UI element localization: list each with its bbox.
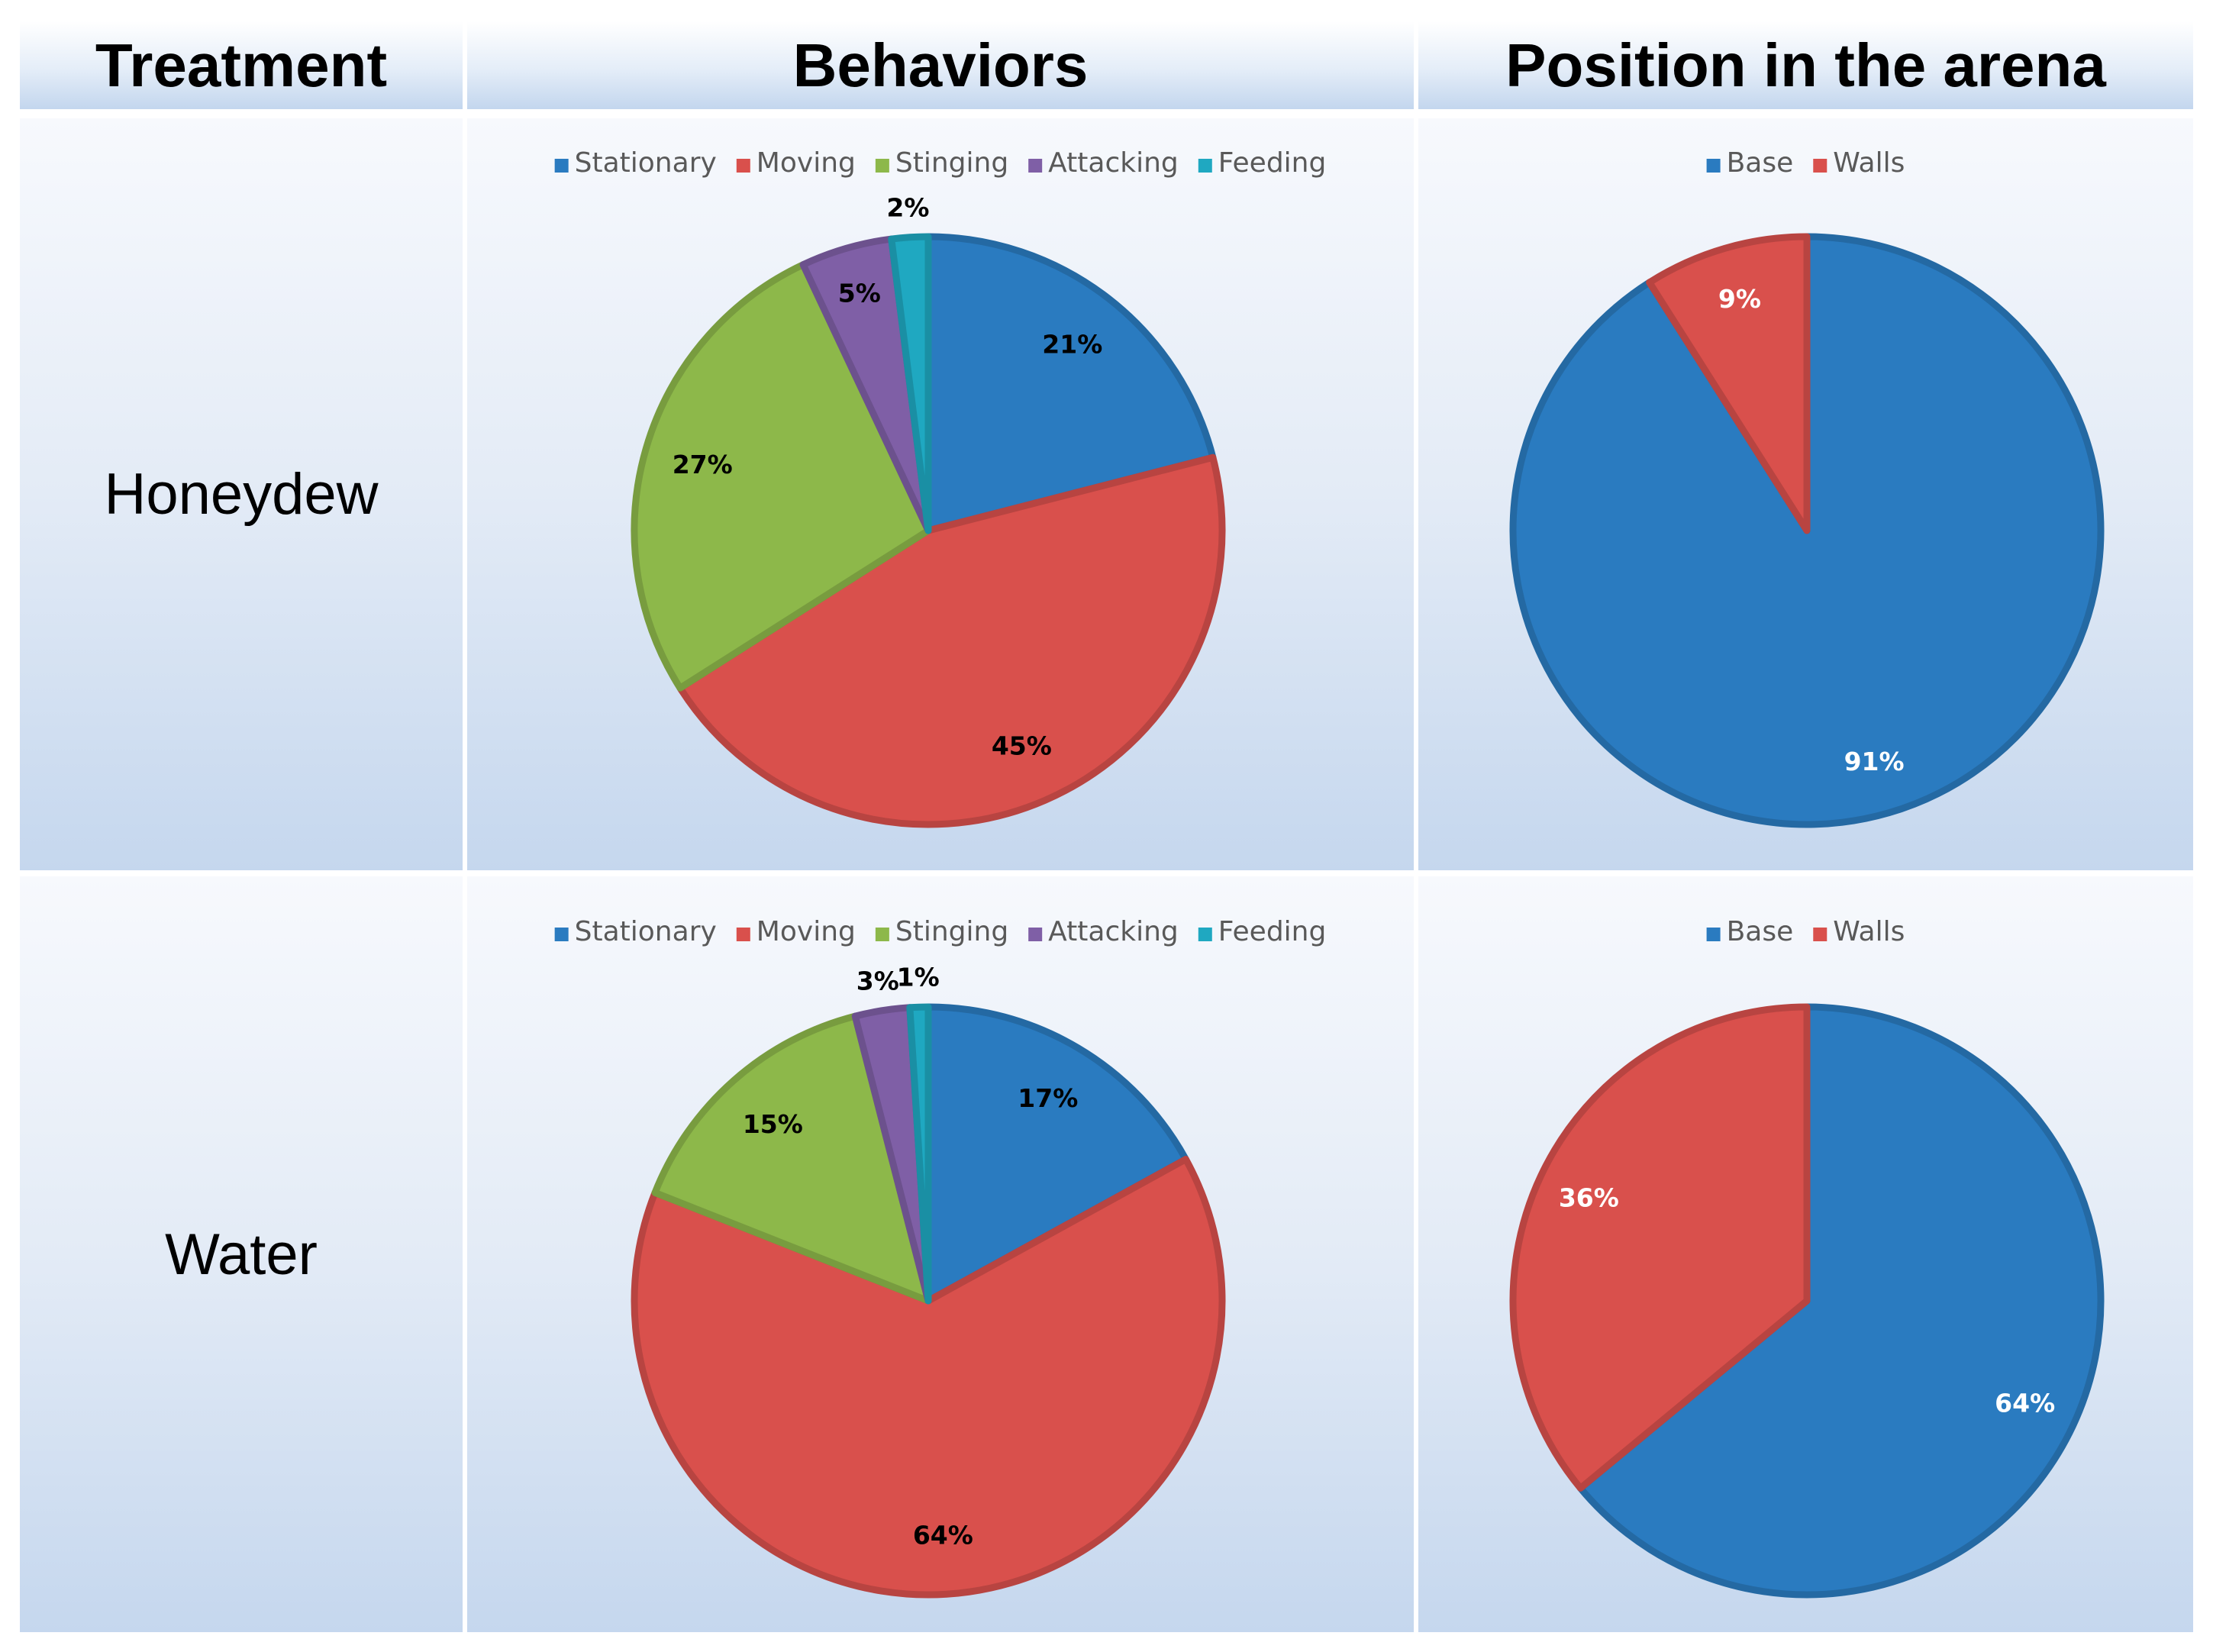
legend-item-base: Base: [1706, 147, 1794, 179]
data-label-stationary: 21%: [1042, 330, 1102, 360]
legend-item-moving: Moving: [736, 147, 856, 179]
legend-item-stationary: Stationary: [554, 147, 717, 179]
position-chart-honeydew: Base Walls 91% 9%: [1509, 147, 2105, 828]
legend-swatch: [1706, 928, 1721, 941]
legend-swatch: [1028, 928, 1043, 941]
legend-label: Feeding: [1218, 147, 1327, 179]
legend-item-walls: Walls: [1813, 916, 1905, 947]
legend-swatch: [1198, 928, 1212, 941]
header-behaviors: Behaviors: [467, 21, 1414, 109]
position-cell-honeydew: Base Walls 91% 9%: [1418, 118, 2193, 870]
legend-label: Walls: [1833, 147, 1905, 179]
legend-label: Attacking: [1048, 916, 1179, 947]
legend-swatch: [875, 928, 889, 941]
legend: Stationary Moving Stinging Attacking Feeding: [554, 147, 1327, 179]
legend-label: Attacking: [1048, 147, 1179, 179]
treatment-label-honeydew: Honeydew: [20, 118, 463, 870]
data-label-feeding: 2%: [886, 192, 929, 222]
treatment-label-water: Water: [20, 876, 463, 1632]
legend-item-stinging: Stinging: [875, 916, 1008, 947]
legend-item-attacking: Attacking: [1028, 916, 1179, 947]
pie-labels: 64% 36%: [1559, 1183, 2055, 1418]
legend-swatch: [1198, 159, 1212, 173]
position-chart-water: Base Walls 64% 36%: [1509, 916, 2105, 1599]
slice-stinging: [651, 1012, 932, 1305]
legend-swatch: [875, 159, 889, 173]
legend-item-stinging: Stinging: [875, 147, 1008, 179]
legend-swatch: [736, 159, 750, 173]
legend-item-moving: Moving: [736, 916, 856, 947]
legend-swatch: [1028, 159, 1043, 173]
slice-moving: [631, 1156, 1226, 1599]
slice-feeding: [906, 1003, 932, 1305]
data-label-walls: 9%: [1718, 284, 1761, 314]
data-label-attacking: 5%: [838, 278, 881, 308]
legend-label: Stationary: [575, 147, 717, 179]
legend: Stationary Moving Stinging Attacking Feeding: [554, 916, 1327, 947]
slice-stationary: [924, 1003, 1189, 1305]
legend-label: Stationary: [575, 916, 717, 947]
data-label-attacking: 3%: [856, 966, 899, 996]
legend-label: Stinging: [895, 147, 1008, 179]
slice-base: [1576, 1003, 2105, 1599]
data-label-moving: 45%: [992, 731, 1052, 761]
position-cell-water: Base Walls 64% 36%: [1418, 876, 2193, 1632]
data-label-base: 91%: [1844, 747, 1905, 776]
slice-stationary: [924, 233, 1217, 534]
legend-swatch: [1813, 159, 1827, 173]
pie-labels: 91% 9%: [1718, 284, 1905, 776]
behaviors-chart-honeydew: Stationary Moving Stinging Attacking Feeding…: [554, 147, 1327, 828]
legend-swatch: [736, 928, 750, 941]
pie-slices: [1509, 1003, 2105, 1599]
behaviors-chart-water: Stationary Moving Stinging Attacking Feeding…: [554, 916, 1327, 1599]
legend-label: Stinging: [895, 916, 1008, 947]
legend-item-feeding: Feeding: [1198, 916, 1327, 947]
slice-moving: [676, 453, 1226, 828]
legend-item-base: Base: [1706, 916, 1794, 947]
slice-stinging: [631, 261, 932, 692]
data-label-base: 64%: [1995, 1388, 2055, 1418]
legend-label: Walls: [1833, 916, 1905, 947]
data-label-moving: 64%: [913, 1520, 973, 1550]
legend-label: Moving: [756, 916, 856, 947]
legend-swatch: [554, 159, 569, 173]
slice-feeding: [888, 233, 932, 534]
data-label-feeding: 1%: [897, 963, 940, 992]
pie-slices: [631, 233, 1226, 828]
data-label-stinging: 27%: [673, 450, 733, 479]
behaviors-cell-honeydew: Stationary Moving Stinging Attacking Feeding…: [467, 118, 1414, 870]
legend-swatch: [1813, 928, 1827, 941]
legend-label: Base: [1727, 916, 1794, 947]
legend-swatch: [1706, 159, 1721, 173]
legend: Base Walls: [1706, 916, 1905, 947]
pie-slices: [631, 1003, 1226, 1599]
data-label-stinging: 15%: [743, 1109, 803, 1139]
legend-label: Moving: [756, 147, 856, 179]
pie-slices: [1509, 233, 2105, 828]
data-label-walls: 36%: [1559, 1183, 1619, 1213]
legend-label: Base: [1727, 147, 1794, 179]
legend-label: Feeding: [1218, 916, 1327, 947]
legend-swatch: [554, 928, 569, 941]
slice-walls: [1509, 1003, 1811, 1492]
pie-labels: 17% 64% 15% 3%1%: [743, 963, 1078, 1550]
behaviors-cell-water: Stationary Moving Stinging Attacking Feeding…: [467, 876, 1414, 1632]
slice-walls: [1646, 233, 1811, 534]
legend: Base Walls: [1706, 147, 1905, 179]
legend-item-walls: Walls: [1813, 147, 1905, 179]
legend-item-attacking: Attacking: [1028, 147, 1179, 179]
legend-item-stationary: Stationary: [554, 916, 717, 947]
header-treatment: Treatment: [20, 21, 463, 109]
legend-item-feeding: Feeding: [1198, 147, 1327, 179]
header-position: Position in the arena: [1418, 21, 2193, 109]
pie-labels: 21% 45% 27% 5% 2%: [673, 192, 1103, 760]
data-label-stationary: 17%: [1018, 1083, 1078, 1113]
